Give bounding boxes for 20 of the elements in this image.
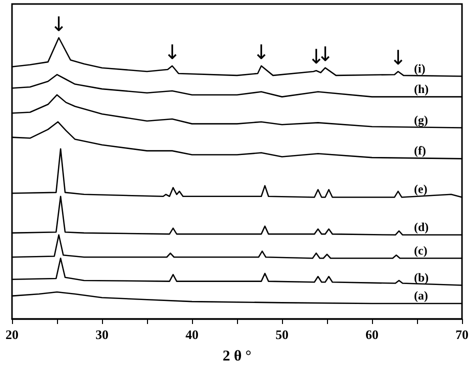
- x-tick-label: 30: [96, 327, 108, 342]
- series-label: (b): [414, 270, 429, 284]
- annotation: ↓: [50, 12, 68, 36]
- x-tick-label: 40: [186, 327, 198, 342]
- series-label: (c): [414, 243, 428, 258]
- x-tick-label: 20: [6, 327, 18, 342]
- x-tick-label: 50: [276, 327, 288, 342]
- annotation: ↓: [390, 46, 406, 70]
- series-label: (a): [414, 288, 428, 303]
- annotation: ↓: [164, 40, 181, 64]
- series-label: (d): [414, 220, 429, 234]
- series-label: (e): [414, 182, 428, 196]
- x-tick-label: 70: [456, 327, 468, 342]
- annotation: ↓: [252, 40, 270, 64]
- x-axis-title: 2 θ °: [222, 348, 252, 364]
- series-label: (i): [414, 61, 426, 76]
- series-label: (f): [414, 144, 426, 158]
- series-label: (h): [414, 82, 429, 96]
- x-tick-label: 60: [366, 327, 378, 342]
- series-label: (g): [414, 112, 428, 127]
